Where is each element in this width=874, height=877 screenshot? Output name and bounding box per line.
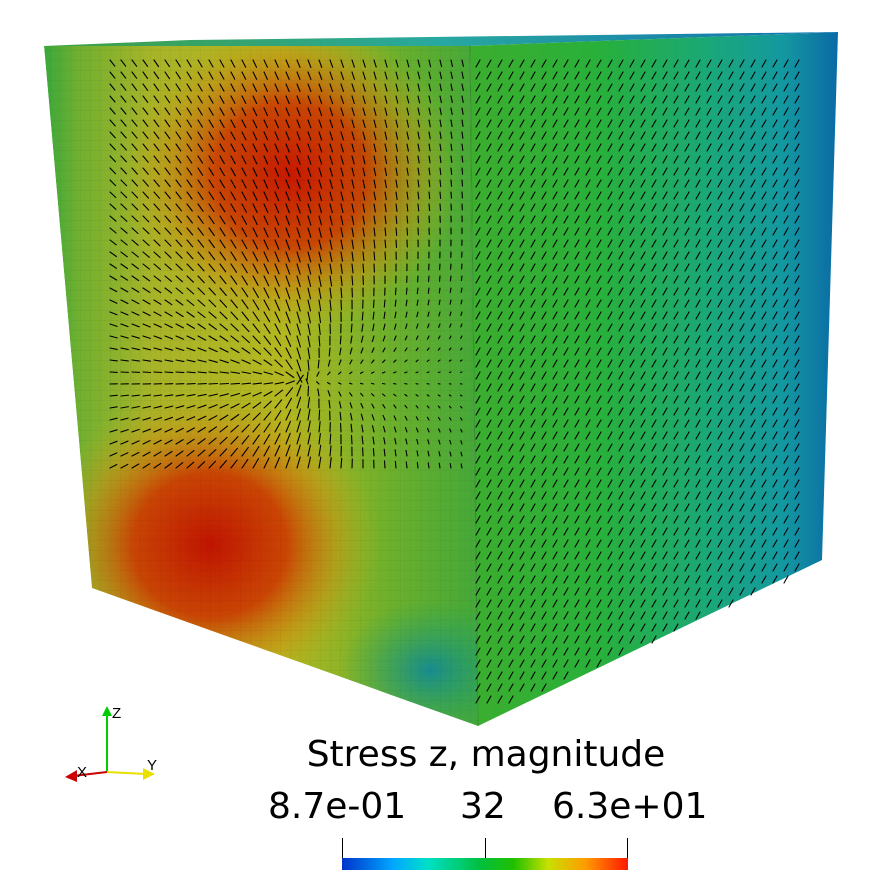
z-axis-label: Z (112, 705, 121, 722)
y-axis-line (106, 771, 146, 775)
vector-glyphs (109, 59, 800, 704)
y-axis-arrow-icon (143, 768, 155, 780)
legend-mid-label: 32 (460, 786, 506, 827)
colorbar-tick-max (627, 838, 628, 870)
y-axis-label: Y (147, 757, 157, 774)
x-axis-arrow-icon (65, 770, 77, 782)
legend-title: Stress z, magnitude (306, 734, 666, 775)
x-axis-label: X (77, 764, 87, 781)
orientation-axes[interactable]: Z X Y (55, 700, 175, 800)
legend-colorbar (342, 838, 628, 870)
legend-min-label: 8.7e-01 (268, 786, 407, 827)
colorbar-gradient (342, 858, 628, 870)
cube-top-face (44, 32, 838, 46)
cube-right-face (470, 32, 838, 726)
x-axis-line (72, 771, 108, 777)
colorbar-tick-min (342, 838, 343, 870)
cube-front-edge (469, 45, 479, 727)
cube-left-face (44, 46, 478, 726)
colorbar-tick-mid (485, 838, 486, 870)
z-axis-arrow-icon (102, 706, 112, 716)
legend-max-label: 6.3e+01 (552, 786, 708, 827)
